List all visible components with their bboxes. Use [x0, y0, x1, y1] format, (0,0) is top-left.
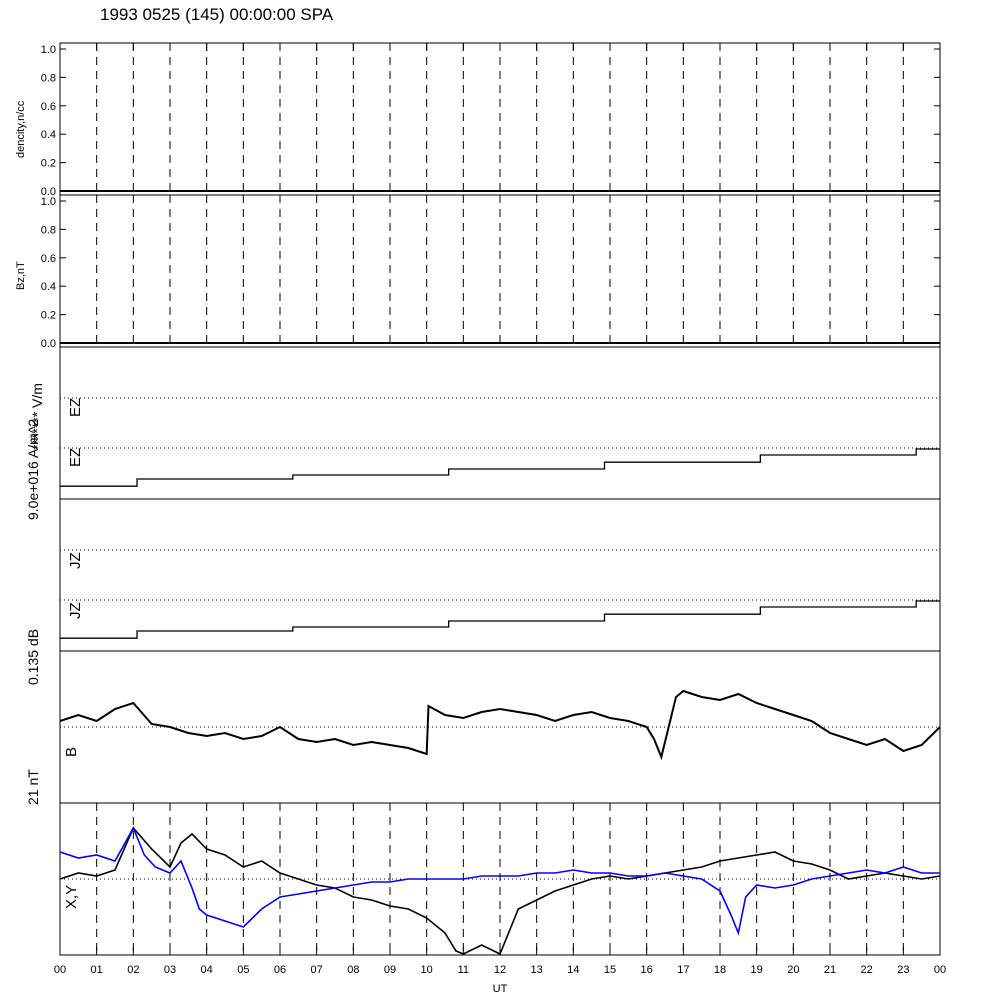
x-axis-label: UT: [493, 983, 508, 995]
y-axis-label: dencity,n/cc: [15, 100, 27, 158]
series-label: EZ: [67, 398, 84, 417]
y-tick-label: 0.0: [41, 186, 56, 198]
y-tick-label: 0.8: [41, 72, 56, 84]
x-tick-label: 15: [604, 964, 616, 976]
panel-frame: [59, 346, 941, 500]
x-tick-label: 07: [311, 964, 323, 976]
y-tick-label: 1.0: [41, 196, 56, 208]
y-series-line: [59, 826, 940, 936]
panel-frame: [59, 498, 941, 652]
y-tick-label: 0.2: [41, 158, 56, 170]
x-tick-label: 00: [934, 964, 946, 976]
series-label: B: [63, 747, 80, 757]
x-tick-label: 14: [567, 964, 579, 976]
chart-title: 1993 0525 (145) 00:00:00 SPA: [100, 5, 334, 24]
y-tick-label: 0.4: [41, 281, 56, 293]
x-tick-label: 21: [824, 964, 836, 976]
x-tick-label: 06: [274, 964, 286, 976]
x-tick-label: 02: [127, 964, 139, 976]
series-label: EZ: [67, 448, 84, 467]
x-tick-label: 10: [421, 964, 433, 976]
x-series-line: [59, 826, 941, 956]
x-tick-label: 13: [531, 964, 543, 976]
y-axis-label: Bz,nT: [15, 261, 27, 290]
series-label: JZ: [67, 552, 84, 569]
x-tick-label: 11: [458, 964, 469, 976]
x-tick-label: 17: [677, 964, 689, 976]
y-tick-label: 0.0: [41, 338, 56, 350]
b-series-line: [59, 689, 941, 761]
series-label: X,Y: [63, 885, 80, 909]
x-tick-label: 19: [751, 964, 763, 976]
y-tick-label: 0.6: [41, 101, 56, 113]
y-tick-label: 0.4: [41, 129, 56, 141]
x-tick-label: 03: [164, 964, 176, 976]
x-tick-label: 08: [347, 964, 359, 976]
x-tick-label: 22: [861, 964, 873, 976]
x-tick-label: 00: [54, 964, 66, 976]
x-tick-label: 12: [494, 964, 506, 976]
scale-label: 0.135 dB: [25, 629, 41, 685]
x-tick-label: 20: [787, 964, 799, 976]
y-tick-label: 0.8: [41, 224, 56, 236]
scale-label: ******* V/m: [29, 383, 45, 450]
x-tick-label: 01: [91, 964, 103, 976]
step-series: [60, 448, 940, 487]
scale-label: 21 nT: [25, 769, 41, 805]
x-tick-label: 16: [641, 964, 653, 976]
x-tick-label: 18: [714, 964, 726, 976]
y-tick-label: 0.2: [41, 310, 56, 322]
x-tick-label: 23: [897, 964, 909, 976]
x-tick-label: 09: [384, 964, 396, 976]
series-label: JZ: [67, 602, 84, 619]
y-tick-label: 1.0: [41, 44, 56, 56]
scale-label: 9.0e+016 A/m^2: [25, 419, 41, 520]
y-tick-label: 0.6: [41, 253, 56, 265]
x-tick-label: 04: [201, 964, 213, 976]
x-tick-label: 05: [237, 964, 249, 976]
step-series: [60, 600, 940, 639]
